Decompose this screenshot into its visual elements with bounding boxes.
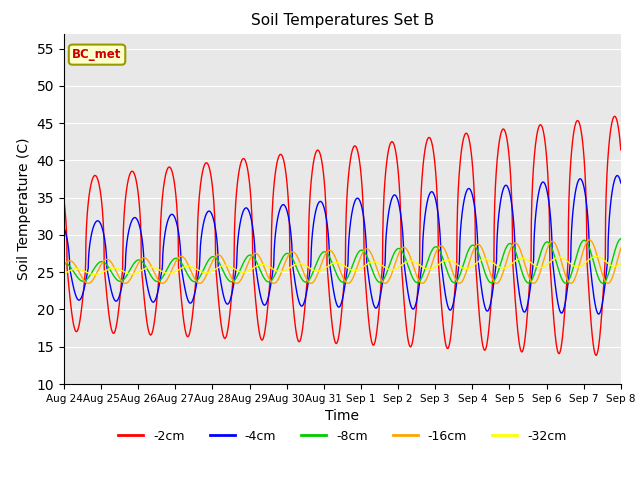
-8cm — [568, 271, 575, 276]
Title: Soil Temperatures Set B: Soil Temperatures Set B — [251, 13, 434, 28]
-16cm — [371, 260, 379, 265]
-8cm — [371, 273, 378, 278]
-4cm — [613, 173, 621, 179]
-2cm — [60, 198, 68, 204]
-4cm — [358, 207, 366, 213]
Y-axis label: Soil Temperature (C): Soil Temperature (C) — [17, 138, 31, 280]
-8cm — [216, 260, 223, 266]
-8cm — [60, 260, 68, 266]
Legend: -2cm, -4cm, -8cm, -16cm, -32cm: -2cm, -4cm, -8cm, -16cm, -32cm — [113, 425, 572, 448]
-32cm — [593, 253, 600, 259]
-8cm — [599, 280, 607, 286]
Text: BC_met: BC_met — [72, 48, 122, 61]
-8cm — [358, 247, 366, 253]
-8cm — [617, 236, 625, 241]
-32cm — [568, 262, 575, 268]
-4cm — [617, 180, 625, 186]
-16cm — [568, 280, 575, 286]
-2cm — [371, 341, 378, 347]
-16cm — [504, 252, 512, 258]
-2cm — [617, 147, 625, 153]
-8cm — [504, 241, 512, 247]
-32cm — [617, 261, 625, 266]
-4cm — [60, 225, 68, 231]
-16cm — [584, 239, 591, 244]
-16cm — [359, 250, 367, 256]
-16cm — [586, 237, 593, 243]
Line: -16cm: -16cm — [64, 240, 621, 283]
Line: -8cm: -8cm — [64, 239, 621, 283]
X-axis label: Time: Time — [325, 409, 360, 423]
-16cm — [60, 263, 68, 269]
-2cm — [611, 113, 618, 119]
-2cm — [592, 352, 600, 358]
-16cm — [617, 245, 625, 251]
-4cm — [595, 311, 602, 317]
-2cm — [583, 259, 591, 265]
Line: -4cm: -4cm — [64, 176, 621, 314]
-4cm — [371, 304, 378, 310]
-32cm — [60, 271, 68, 276]
-2cm — [568, 149, 575, 155]
-32cm — [91, 272, 99, 277]
-2cm — [216, 305, 223, 311]
-32cm — [371, 259, 379, 264]
-4cm — [504, 185, 512, 191]
-16cm — [122, 280, 129, 286]
-32cm — [504, 264, 512, 269]
-4cm — [583, 205, 591, 211]
-32cm — [584, 258, 591, 264]
-2cm — [504, 144, 512, 150]
-16cm — [216, 252, 223, 258]
Line: -32cm: -32cm — [64, 256, 621, 275]
-4cm — [568, 228, 575, 233]
-8cm — [583, 240, 591, 245]
-32cm — [359, 264, 367, 270]
-4cm — [216, 269, 223, 275]
Line: -2cm: -2cm — [64, 116, 621, 355]
-32cm — [216, 264, 223, 270]
-2cm — [358, 189, 366, 195]
